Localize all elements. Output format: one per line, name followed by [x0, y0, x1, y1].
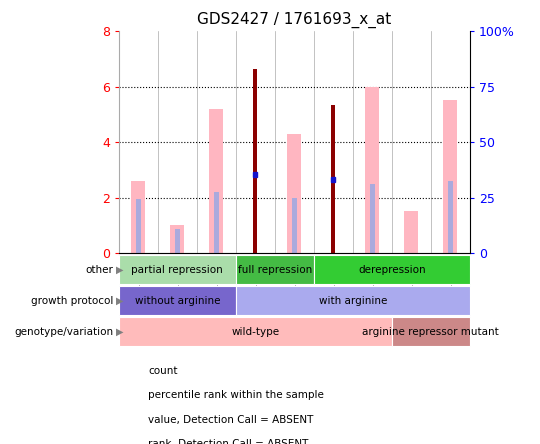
- Bar: [119, 317, 392, 346]
- Bar: [331, 177, 335, 182]
- Text: genotype/variation: genotype/variation: [14, 327, 113, 337]
- Bar: [119, 286, 236, 315]
- Text: count: count: [148, 366, 178, 376]
- Text: ▶: ▶: [116, 327, 124, 337]
- Text: without arginine: without arginine: [134, 296, 220, 306]
- Bar: [136, 199, 140, 253]
- Text: arginine repressor mutant: arginine repressor mutant: [362, 327, 499, 337]
- Bar: [210, 109, 223, 253]
- Text: ▶: ▶: [116, 296, 124, 306]
- Text: derepression: derepression: [358, 265, 426, 275]
- Bar: [236, 255, 314, 284]
- Bar: [171, 226, 184, 253]
- Bar: [392, 317, 470, 346]
- Bar: [236, 286, 470, 315]
- Bar: [214, 192, 219, 253]
- Bar: [443, 100, 457, 253]
- Bar: [287, 134, 301, 253]
- Bar: [131, 181, 145, 253]
- Text: wild-type: wild-type: [231, 327, 279, 337]
- Text: full repression: full repression: [238, 265, 312, 275]
- Bar: [370, 184, 375, 253]
- Bar: [448, 181, 453, 253]
- Text: other: other: [85, 265, 113, 275]
- Text: with arginine: with arginine: [319, 296, 387, 306]
- Text: growth protocol: growth protocol: [31, 296, 113, 306]
- Text: percentile rank within the sample: percentile rank within the sample: [148, 390, 325, 400]
- Bar: [119, 255, 236, 284]
- Bar: [332, 105, 335, 253]
- Text: rank, Detection Call = ABSENT: rank, Detection Call = ABSENT: [148, 439, 309, 444]
- Bar: [175, 230, 180, 253]
- Title: GDS2427 / 1761693_x_at: GDS2427 / 1761693_x_at: [197, 12, 392, 28]
- Bar: [253, 68, 257, 253]
- Bar: [314, 255, 470, 284]
- Text: partial repression: partial repression: [131, 265, 223, 275]
- Bar: [366, 87, 379, 253]
- Bar: [404, 211, 418, 253]
- Text: ▶: ▶: [116, 265, 124, 275]
- Bar: [253, 172, 258, 177]
- Text: value, Detection Call = ABSENT: value, Detection Call = ABSENT: [148, 415, 314, 424]
- Bar: [292, 198, 296, 253]
